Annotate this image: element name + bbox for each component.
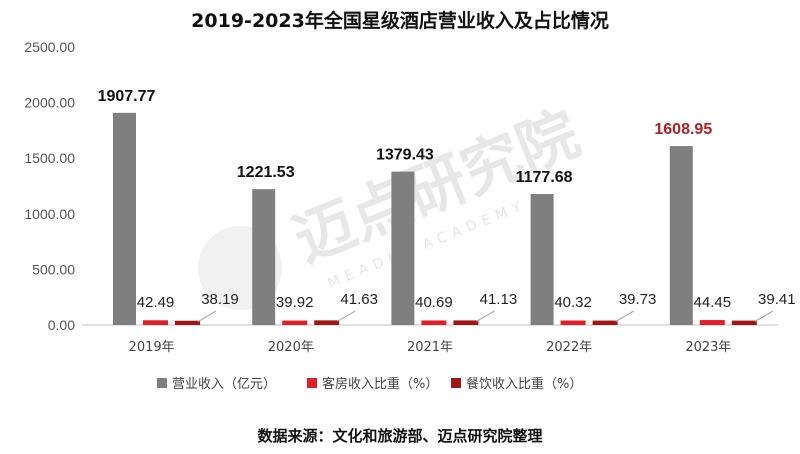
chart-title: 2019-2023年全国星级酒店营业收入及占比情况 <box>191 9 609 32</box>
x-tick-label: 2023年 <box>685 340 731 355</box>
y-tick-label: 2500.00 <box>24 39 75 55</box>
legend-swatch <box>307 378 317 388</box>
source-note: 数据来源：文化和旅游部、迈点研究院整理 <box>257 427 542 445</box>
legend-swatch <box>451 378 461 388</box>
data-label-revenue: 1608.95 <box>654 121 712 138</box>
data-label-food-share: 39.73 <box>619 291 657 308</box>
legend-label: 营业收入（亿元） <box>172 377 276 392</box>
y-tick-label: 2000.00 <box>24 95 75 111</box>
bar-food-share <box>314 320 340 325</box>
y-axis: 0.00 500.00 1000.00 1500.00 2000.00 2500.00 <box>24 39 75 333</box>
y-tick-label: 1500.00 <box>24 150 75 166</box>
bar-room-share <box>143 320 168 325</box>
legend: 营业收入（亿元） 客房收入比重（%） 餐饮收入比重（%） <box>157 376 582 392</box>
legend-swatch <box>157 378 167 388</box>
data-labels: 1907.77 42.49 38.19 1221.53 39.92 41.63 1379.4… <box>98 88 796 323</box>
bar-room-share <box>560 320 586 325</box>
data-label-food-share: 41.63 <box>340 291 378 308</box>
bar-food-share <box>453 320 479 325</box>
data-label-room-share: 40.32 <box>554 294 592 311</box>
leader-line <box>476 310 495 322</box>
x-tick-label: 2022年 <box>546 340 592 355</box>
data-label-food-share: 38.19 <box>201 291 239 308</box>
bar-food-share <box>731 320 757 325</box>
data-label-revenue: 1221.53 <box>237 164 295 181</box>
bar-food-share <box>592 320 618 325</box>
y-tick-label: 1000.00 <box>24 206 75 222</box>
x-tick-label: 2020年 <box>268 340 314 355</box>
leader-line <box>336 310 356 322</box>
bar-revenue <box>252 189 276 325</box>
leader-line <box>197 310 217 323</box>
x-tick-label: 2019年 <box>129 340 175 355</box>
leader-line <box>615 310 634 323</box>
legend-label: 餐饮收入比重（%） <box>466 376 582 392</box>
data-label-room-share: 40.69 <box>415 294 453 311</box>
legend-label: 客房收入比重（%） <box>322 376 438 392</box>
bar-room-share <box>421 320 447 325</box>
bar-food-share <box>175 320 200 325</box>
bar-revenue <box>669 146 693 325</box>
bar-revenue <box>113 112 136 325</box>
x-tick-label: 2021年 <box>407 340 453 355</box>
data-label-revenue: 1177.68 <box>516 169 573 186</box>
bar-room-share <box>699 320 725 325</box>
data-label-revenue: 1907.77 <box>98 88 156 105</box>
bar-revenue <box>530 194 554 325</box>
x-axis: 2019年 2020年 2021年 2022年 2023年 <box>129 340 732 355</box>
data-label-food-share: 39.41 <box>758 291 796 308</box>
data-label-room-share: 42.49 <box>137 294 175 311</box>
data-label-revenue: 1379.43 <box>376 147 434 164</box>
bars <box>113 112 757 325</box>
bar-revenue <box>391 171 415 325</box>
data-label-food-share: 41.13 <box>480 291 518 308</box>
y-tick-label: 500.00 <box>32 261 75 277</box>
data-label-room-share: 44.45 <box>694 294 732 311</box>
data-label-room-share: 39.92 <box>276 294 314 311</box>
bar-room-share <box>282 320 308 325</box>
leader-line <box>754 310 774 323</box>
y-tick-label: 0.00 <box>48 317 75 333</box>
